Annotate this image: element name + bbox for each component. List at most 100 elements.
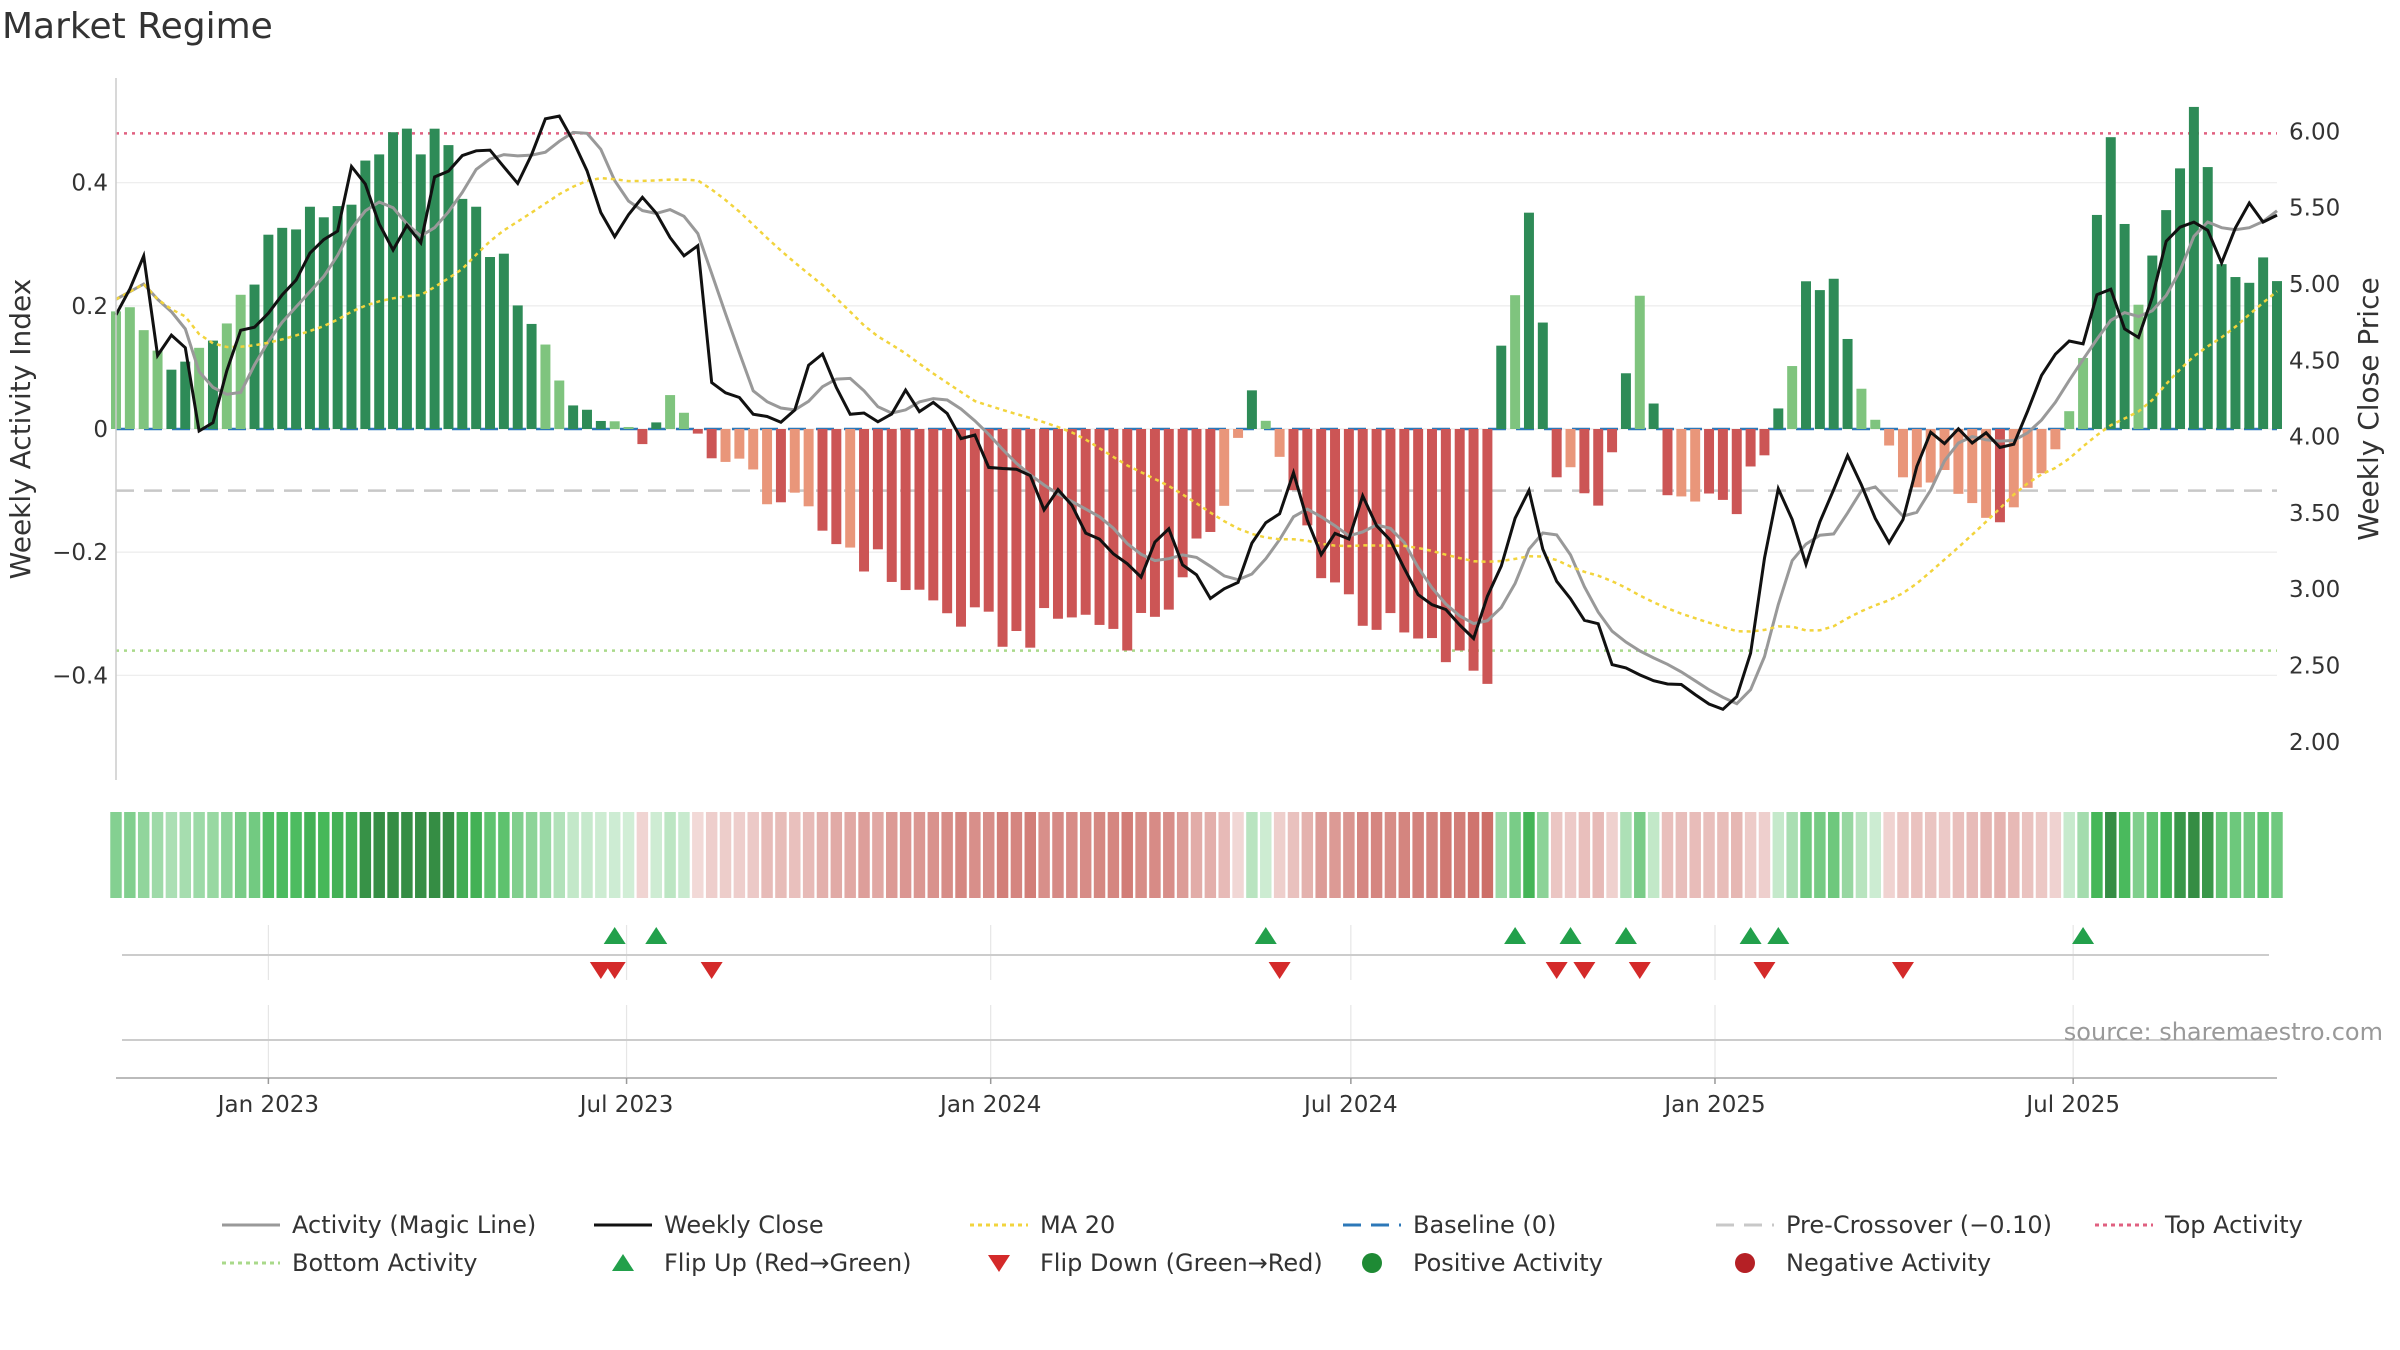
flip-up-marker <box>645 927 668 944</box>
activity-bar <box>1814 290 1825 429</box>
activity-bar <box>942 429 953 614</box>
regime-strip-cell <box>1135 812 1147 898</box>
regime-strip-cell <box>304 812 316 898</box>
regime-strip-cell <box>1232 812 1244 898</box>
legend-label: Pre-Crossover (−0.10) <box>1786 1211 2052 1239</box>
y-left-tick-label: 0 <box>93 417 108 443</box>
regime-strip-cell <box>2160 812 2172 898</box>
regime-strip-cell <box>1329 812 1341 898</box>
activity-bar <box>1884 429 1895 446</box>
flip-up-marker <box>2072 927 2095 944</box>
activity-bar <box>2244 282 2255 429</box>
regime-strip-cell <box>1509 812 1521 898</box>
activity-bar <box>1080 429 1091 615</box>
regime-strip-cell <box>1592 812 1604 898</box>
regime-strip-cell <box>761 812 773 898</box>
activity-bar <box>304 206 315 429</box>
legend-label: Top Activity <box>2164 1211 2303 1239</box>
activity-bar <box>859 429 870 572</box>
activity-bar <box>180 361 191 429</box>
regime-strip-cell <box>2215 812 2228 898</box>
regime-strip-cell <box>1661 812 1674 898</box>
regime-strip-cell <box>1841 812 1854 898</box>
x-axis: Jan 2023 Jul 2023 Jan 2024 Jul 2024 Jan 2025… <box>116 1039 2277 1118</box>
regime-strip-cell <box>1481 812 1494 898</box>
flip-up-marker <box>1559 927 1582 944</box>
activity-bar <box>1163 429 1174 610</box>
activity-bar <box>2050 429 2061 450</box>
activity-bar <box>2008 429 2019 508</box>
activity-bar <box>263 234 274 429</box>
regime-strip-cell <box>2035 812 2048 898</box>
activity-bar <box>1205 429 1216 532</box>
legend-swatch <box>612 1254 634 1271</box>
legend-label: Positive Activity <box>1413 1249 1603 1277</box>
regime-strip-cell <box>179 812 191 898</box>
activity-bar <box>734 429 745 459</box>
legend-label: Negative Activity <box>1786 1249 1991 1277</box>
regime-strip-cell <box>290 812 302 898</box>
activity-bar <box>595 420 606 429</box>
regime-strip-cell <box>1343 812 1355 898</box>
regime-strip-cell <box>886 812 898 898</box>
activity-bar <box>1482 429 1493 684</box>
regime-strip-cell <box>650 812 662 898</box>
activity-bar <box>2202 167 2213 429</box>
y-right-tick-label: 5.50 <box>2289 196 2340 222</box>
regime-strip-cell <box>1827 812 1840 898</box>
activity-bar <box>928 429 939 601</box>
regime-strip-cell <box>345 812 358 898</box>
regime-strip-cell <box>1952 812 1965 898</box>
regime-strip-cell <box>2146 812 2159 898</box>
activity-bar <box>1122 429 1133 651</box>
regime-strip-cell <box>747 812 759 898</box>
activity-bar <box>1316 429 1327 579</box>
regime-strip-cell <box>1440 812 1452 898</box>
legend-item: Activity (Magic Line) <box>222 1211 536 1239</box>
regime-strip-cell <box>1246 812 1258 898</box>
regime-strip-cell <box>221 812 233 898</box>
activity-bar <box>554 380 565 429</box>
flip-down-marker <box>1573 962 1596 979</box>
activity-bar <box>1828 278 1839 429</box>
activity-bar <box>332 206 343 429</box>
x-tick-label: Jul 2025 <box>2024 1092 2120 1118</box>
regime-strip-cell <box>1606 812 1618 898</box>
grid <box>116 182 2277 1078</box>
activity-bar <box>346 204 357 429</box>
regime-strip-cell <box>234 812 247 898</box>
legend-item: Baseline (0) <box>1343 1211 1556 1239</box>
flip-down-marker <box>1891 962 1914 979</box>
legend-item: Flip Up (Red→Green) <box>612 1249 912 1277</box>
regime-strip-cell <box>1453 812 1466 898</box>
activity-bar <box>443 145 454 429</box>
y-right-tick-label: 2.50 <box>2289 654 2340 680</box>
activity-bar <box>2216 264 2227 429</box>
activity-bar <box>318 217 329 429</box>
activity-bar <box>1842 338 1853 429</box>
regime-strip-cell <box>1814 812 1826 898</box>
regime-strip-cell <box>1010 812 1023 898</box>
activity-bars <box>111 106 2282 684</box>
activity-bar <box>1094 429 1105 625</box>
regime-strip-cell <box>1093 812 1106 898</box>
activity-bar <box>152 350 163 429</box>
activity-bar <box>471 206 482 429</box>
regime-strip-cell <box>816 812 829 898</box>
regime-strip-cell <box>2243 812 2256 898</box>
activity-bar <box>124 307 135 429</box>
activity-bar <box>2078 357 2089 429</box>
regime-strip-cell <box>595 812 607 898</box>
y-left-tick-label: −0.4 <box>52 663 108 689</box>
activity-bar <box>775 429 786 503</box>
regime-strip-cell <box>1564 812 1577 898</box>
activity-bar <box>207 340 218 429</box>
regime-strip-cell <box>872 812 884 898</box>
regime-strip-cell <box>1273 812 1286 898</box>
y-left-tick-label: 0.2 <box>71 294 108 320</box>
regime-strip-cell <box>1107 812 1120 898</box>
regime-strip-cell <box>1052 812 1064 898</box>
regime-strip-cell <box>913 812 926 898</box>
regime-strip-cell <box>1357 812 1369 898</box>
regime-strip-cell <box>248 812 261 898</box>
